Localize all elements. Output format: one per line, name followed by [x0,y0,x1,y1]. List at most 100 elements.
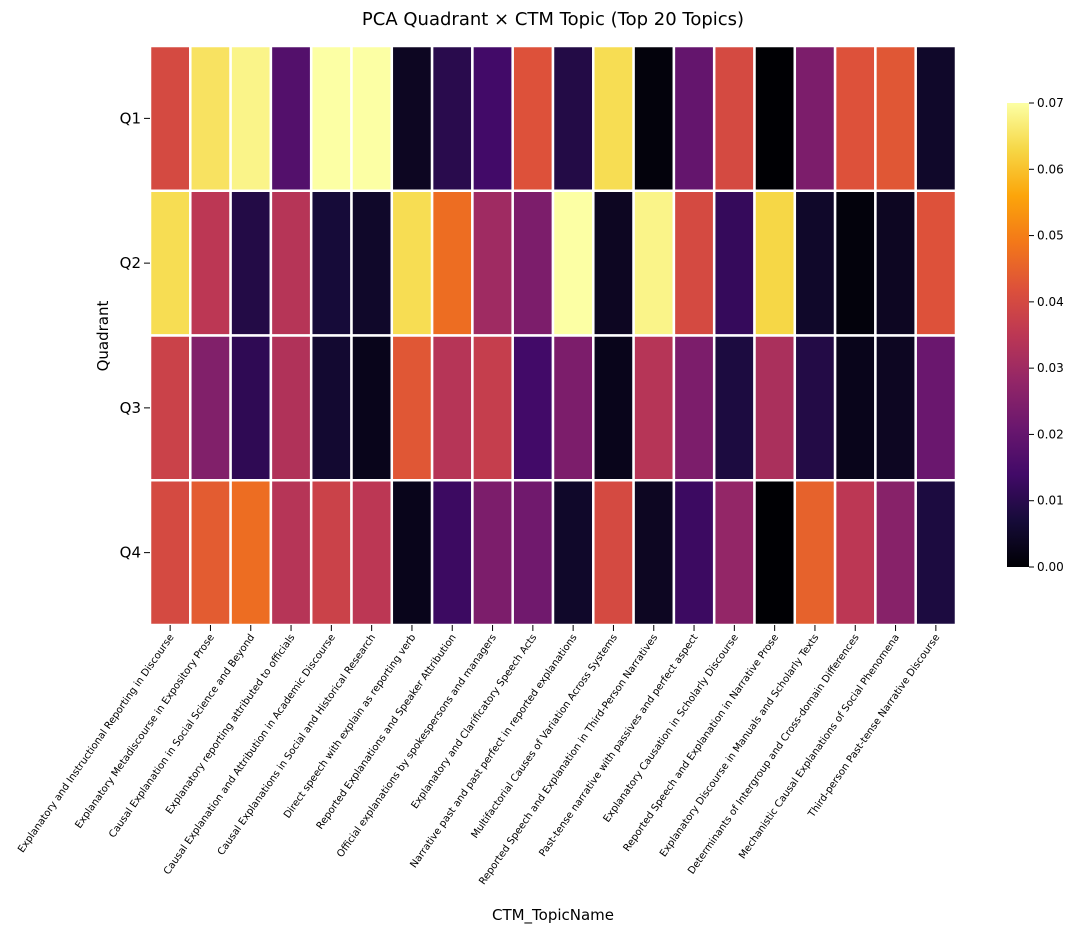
x-tick-label: Multifactorial Causes of Variation Acros… [470,632,620,840]
heatmap-cell [833,44,877,192]
heatmap-cell [309,189,353,337]
x-tick-label: Explanatory Discourse in Manuals and Sch… [658,632,821,859]
heatmap-cell [592,189,635,337]
heatmap-cell [148,44,192,192]
heatmap-cell [874,44,917,192]
heatmap-cell [430,479,474,627]
heatmap-cell [309,44,353,192]
heatmap-cell [269,479,313,627]
heatmap-cell [592,479,635,627]
y-axis: Q1 Q2 Q3 Q4 [120,109,150,562]
heatmap-cell [874,189,917,337]
x-tick-label: Past-tense narrative with passives and p… [537,632,700,858]
heatmap-cell [511,479,555,627]
heatmap-cell [430,44,474,192]
heatmap-cell [672,189,716,337]
y-tick-label: Q3 [120,399,141,417]
heatmap-cell [632,44,676,192]
heatmap-cell [753,479,797,627]
heatmap-cell [189,189,232,337]
heatmap-cell [672,44,716,192]
heatmap-cell [793,189,837,337]
heatmap-cell [914,334,958,482]
y-axis-label: Quadrant [94,300,112,371]
heatmap-cell [712,334,756,482]
heatmap-cell [229,44,273,192]
colorbar: 0.00 0.01 0.02 0.03 0.04 0.05 0.06 0.07 [1007,96,1064,574]
heatmap-cell [471,479,514,627]
heatmap-cell [551,44,595,192]
heatmap-cell [874,334,917,482]
heatmap-cells [148,44,958,627]
colorbar-tick-label: 0.04 [1037,295,1064,309]
heatmap-cell [148,189,192,337]
colorbar-tick-label: 0.06 [1037,162,1064,176]
heatmap-cell [229,189,273,337]
colorbar-tick-label: 0.07 [1037,96,1064,110]
heatmap-cell [712,44,756,192]
heatmap-cell [269,189,313,337]
heatmap-cell [793,334,837,482]
x-tick-label: Causal Explanation in Social Science and… [107,632,257,840]
heatmap-cell [672,334,716,482]
chart-title: PCA Quadrant × CTM Topic (Top 20 Topics) [362,9,744,30]
heatmap-cell [712,189,756,337]
x-axis-label: CTM_TopicName [492,906,614,925]
heatmap-cell [511,334,555,482]
heatmap-cell [350,334,394,482]
heatmap-cell [471,189,514,337]
heatmap-cell [753,334,797,482]
heatmap-cell [753,44,797,192]
heatmap-cell [511,189,555,337]
heatmap-cell [269,44,313,192]
colorbar-tick-label: 0.02 [1037,427,1064,441]
x-tick-label: Reported Explanations and Speaker Attrib… [315,632,459,831]
heatmap-cell [148,479,192,627]
heatmap-cell [753,189,797,337]
heatmap-cell [551,189,595,337]
heatmap-cell [592,334,635,482]
heatmap-cell [350,44,394,192]
y-tick-label: Q2 [120,254,141,272]
heatmap-cell [189,44,232,192]
colorbar-tick-label: 0.01 [1037,494,1064,508]
colorbar-gradient [1007,103,1029,567]
heatmap-cell [632,189,676,337]
heatmap-cell [390,189,434,337]
heatmap-cell [269,334,313,482]
heatmap-cell [632,479,676,627]
heatmap-cell [471,334,514,482]
x-axis: Explanatory and Instructional Reporting … [16,625,942,887]
heatmap-cell [632,334,676,482]
heatmap-cell [148,334,192,482]
heatmap-cell [430,189,474,337]
x-tick-label: Mechanistic Causal Explanations of Socia… [737,632,902,861]
x-tick-label: Reported Speech and Explanation in Narra… [622,632,782,853]
heatmap-cell [229,479,273,627]
x-tick-label: Explanatory and Instructional Reporting … [16,632,176,855]
heatmap-cell [551,334,595,482]
heatmap-cell [551,479,595,627]
heatmap-cell [914,44,958,192]
heatmap-cell [511,44,555,192]
heatmap-cell [672,479,716,627]
heatmap-cell [430,334,474,482]
heatmap-cell [793,44,837,192]
heatmap-cell [712,479,756,627]
x-tick-label: Causal Explanations in Social and Histor… [216,632,378,857]
heatmap-cell [229,334,273,482]
heatmap-cell [793,479,837,627]
colorbar-tick-label: 0.03 [1037,361,1064,375]
heatmap-cell [189,479,232,627]
heatmap-cell [874,479,917,627]
colorbar-tick-label: 0.05 [1037,229,1064,243]
heatmap-cell [833,189,877,337]
heatmap-cell [390,479,434,627]
heatmap-cell [390,44,434,192]
heatmap-cell [914,189,958,337]
x-tick-label: Explanatory Metadiscourse in Expository … [73,632,216,830]
y-tick-label: Q4 [120,544,141,562]
heatmap-cell [390,334,434,482]
heatmap-cell [309,479,353,627]
